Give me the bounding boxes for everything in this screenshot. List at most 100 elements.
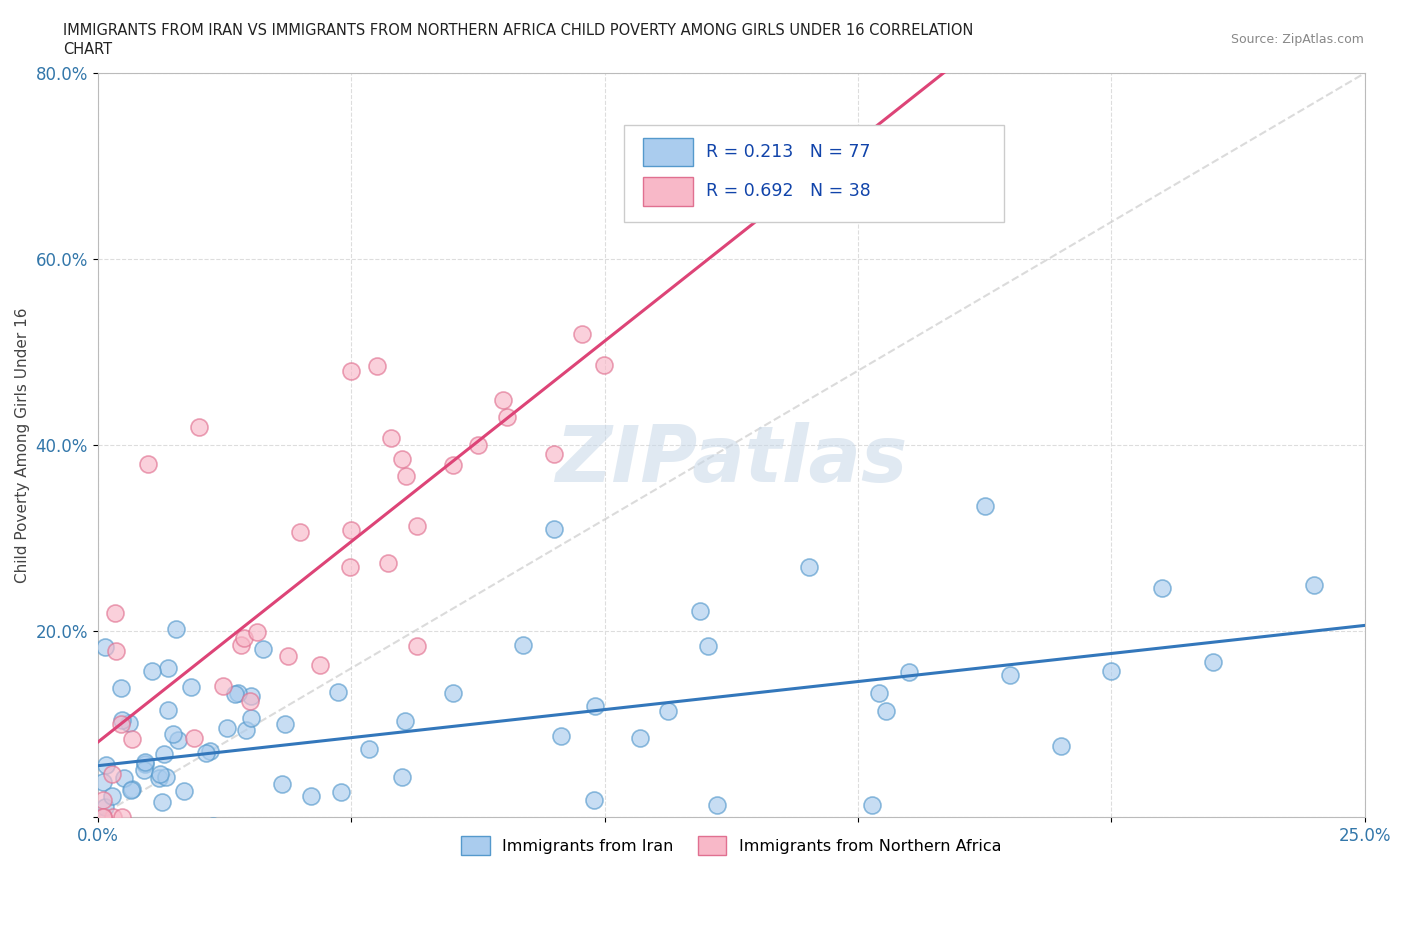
Point bbox=[391, 452, 413, 467]
Point bbox=[339, 560, 361, 575]
Point bbox=[112, 770, 135, 785]
Point bbox=[111, 713, 134, 728]
Point bbox=[467, 438, 489, 453]
Point bbox=[240, 688, 263, 703]
Point bbox=[94, 640, 117, 655]
Point bbox=[118, 716, 141, 731]
Point bbox=[107, 838, 129, 853]
Point bbox=[91, 792, 114, 807]
Point bbox=[868, 686, 890, 701]
Point bbox=[245, 624, 267, 639]
Point bbox=[309, 658, 332, 672]
Text: CHART: CHART bbox=[63, 42, 112, 57]
Point bbox=[120, 783, 142, 798]
Point bbox=[155, 769, 177, 784]
Point bbox=[138, 457, 160, 472]
Point bbox=[134, 757, 156, 772]
Point bbox=[394, 714, 416, 729]
Point bbox=[1202, 655, 1225, 670]
Point bbox=[156, 702, 179, 717]
Text: ZIPatlas: ZIPatlas bbox=[555, 422, 907, 498]
Point bbox=[862, 797, 884, 812]
Point bbox=[111, 810, 134, 825]
Point bbox=[110, 681, 132, 696]
Text: R = 0.213   N = 77: R = 0.213 N = 77 bbox=[706, 143, 870, 161]
Point bbox=[583, 793, 606, 808]
Point bbox=[359, 742, 381, 757]
Point bbox=[550, 729, 572, 744]
Point bbox=[148, 770, 170, 785]
Legend: Immigrants from Iran, Immigrants from Northern Africa: Immigrants from Iran, Immigrants from No… bbox=[454, 830, 1008, 861]
Point bbox=[173, 783, 195, 798]
Point bbox=[628, 730, 651, 745]
Point bbox=[571, 326, 593, 341]
Point bbox=[512, 637, 534, 652]
Point bbox=[492, 392, 515, 407]
Point bbox=[277, 648, 299, 663]
Point bbox=[162, 726, 184, 741]
Bar bbox=[643, 178, 693, 206]
Point bbox=[224, 687, 246, 702]
Point bbox=[875, 703, 897, 718]
Point bbox=[1099, 664, 1122, 679]
Point bbox=[217, 829, 239, 844]
Point bbox=[329, 832, 352, 847]
Point bbox=[101, 789, 124, 804]
Point bbox=[366, 359, 388, 374]
Point bbox=[340, 364, 363, 379]
Point bbox=[239, 711, 262, 725]
Point bbox=[110, 716, 132, 731]
Point bbox=[202, 818, 225, 833]
Point bbox=[797, 560, 820, 575]
Point bbox=[235, 723, 257, 737]
Point bbox=[94, 757, 117, 772]
Point bbox=[212, 679, 235, 694]
Point bbox=[93, 800, 115, 815]
Point bbox=[121, 781, 143, 796]
Point bbox=[290, 525, 312, 539]
FancyBboxPatch shape bbox=[624, 126, 1004, 222]
Point bbox=[195, 745, 218, 760]
Point bbox=[1049, 739, 1071, 754]
Point bbox=[149, 766, 172, 781]
Point bbox=[583, 699, 606, 714]
Point bbox=[91, 775, 114, 790]
Point bbox=[132, 763, 155, 777]
Bar bbox=[643, 138, 693, 166]
Point bbox=[252, 641, 274, 656]
Point bbox=[231, 637, 253, 652]
Point bbox=[180, 680, 202, 695]
Point bbox=[271, 777, 294, 791]
Point bbox=[998, 668, 1021, 683]
Point bbox=[104, 606, 127, 621]
Text: Source: ZipAtlas.com: Source: ZipAtlas.com bbox=[1230, 33, 1364, 46]
Point bbox=[474, 838, 496, 853]
Point bbox=[183, 731, 205, 746]
Point bbox=[157, 660, 180, 675]
Point bbox=[689, 604, 711, 618]
Point bbox=[441, 458, 464, 472]
Point bbox=[1150, 580, 1173, 595]
Point bbox=[406, 518, 429, 533]
Point bbox=[91, 810, 114, 825]
Text: R = 0.692   N = 38: R = 0.692 N = 38 bbox=[706, 182, 870, 201]
Point bbox=[593, 357, 616, 372]
Point bbox=[543, 446, 565, 461]
Point bbox=[134, 754, 156, 769]
Point bbox=[104, 644, 127, 658]
Point bbox=[326, 685, 349, 700]
Point bbox=[441, 686, 464, 701]
Point bbox=[141, 663, 163, 678]
Point bbox=[657, 704, 679, 719]
Point bbox=[391, 769, 413, 784]
Point bbox=[125, 825, 148, 840]
Point bbox=[167, 732, 190, 747]
Point bbox=[543, 522, 565, 537]
Point bbox=[377, 555, 399, 570]
Point bbox=[496, 409, 519, 424]
Point bbox=[706, 798, 728, 813]
Point bbox=[150, 795, 173, 810]
Point bbox=[165, 621, 187, 636]
Point bbox=[121, 731, 143, 746]
Point bbox=[100, 766, 122, 781]
